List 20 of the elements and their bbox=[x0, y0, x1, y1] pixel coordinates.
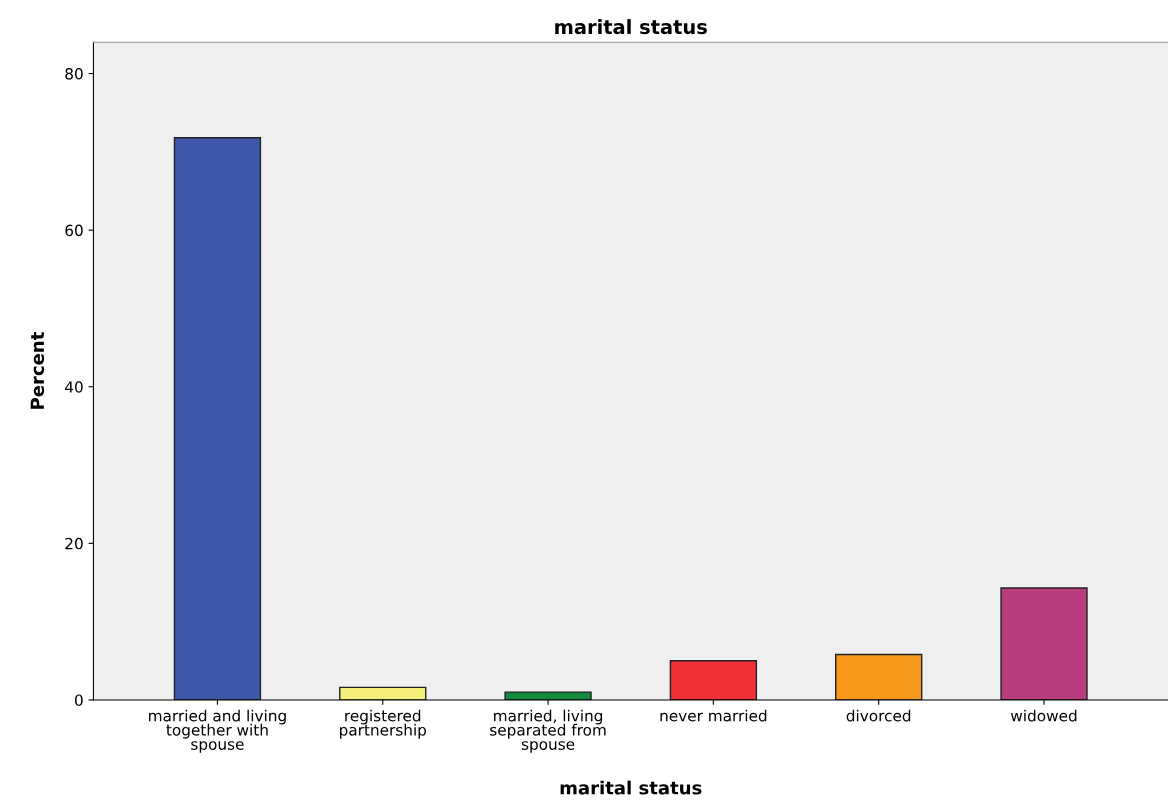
x-axis-title: marital status bbox=[560, 780, 702, 795]
x-tick-label: widowed bbox=[1010, 709, 1077, 722]
bar bbox=[1000, 587, 1088, 700]
y-axis-title: Percent bbox=[30, 332, 45, 409]
x-tick-label: registered partnership bbox=[339, 709, 427, 739]
bar bbox=[173, 137, 262, 700]
x-tick-label: divorced bbox=[846, 709, 911, 722]
y-tick-label: 20 bbox=[65, 537, 83, 550]
y-tick-label: 40 bbox=[65, 381, 83, 393]
x-tick-label: never married bbox=[660, 709, 767, 722]
x-tick-label: married and living together with spouse bbox=[149, 709, 286, 753]
bar bbox=[339, 686, 427, 700]
x-tick-label: married, living separated from spouse bbox=[490, 709, 606, 753]
bar bbox=[835, 653, 923, 700]
bar bbox=[504, 691, 592, 700]
y-tick-label: 60 bbox=[65, 224, 83, 237]
y-tick-label: 80 bbox=[65, 68, 83, 80]
bar bbox=[669, 660, 758, 700]
chart-title: marital status bbox=[555, 19, 707, 35]
y-tick-label: 0 bbox=[75, 694, 83, 706]
